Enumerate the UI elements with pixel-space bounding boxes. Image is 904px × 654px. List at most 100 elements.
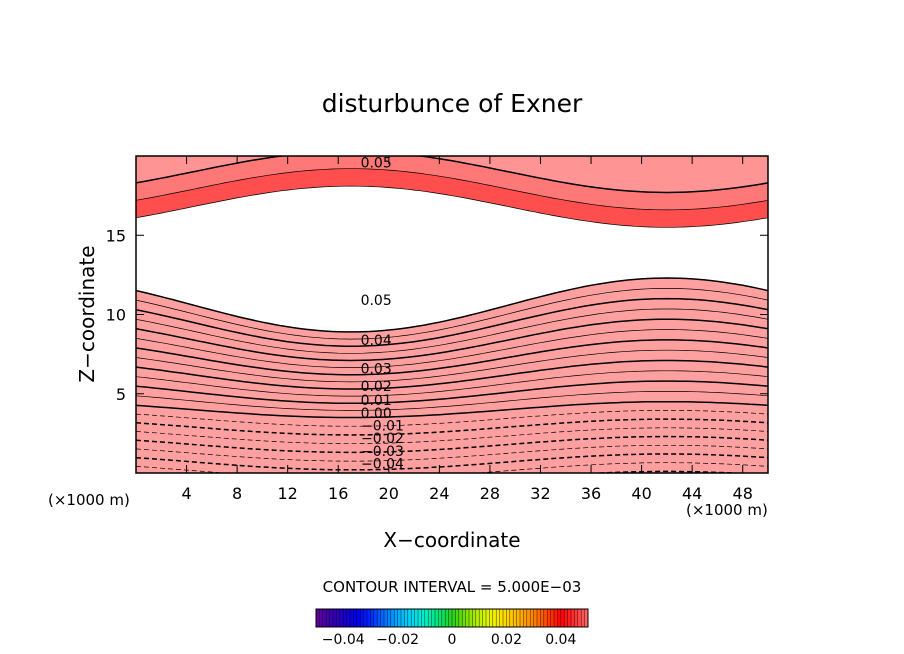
colorbar-segment [571, 609, 575, 627]
contour-line [136, 349, 768, 383]
y-tick-label: 10 [106, 306, 126, 325]
contour-label: −0.01 [361, 418, 404, 434]
contour-label: −0.02 [361, 431, 404, 447]
colorbar-segment [370, 609, 375, 627]
x-tick-label: 40 [631, 484, 651, 503]
contour-line [136, 185, 768, 228]
colorbar-segment [506, 609, 511, 627]
contour-line [136, 287, 768, 340]
colorbar-frame [315, 608, 589, 628]
contour-lines [136, 156, 768, 473]
colorbar-segment [418, 609, 422, 627]
contour-band [136, 156, 768, 193]
colorbar-segment [428, 609, 432, 627]
contour-line [136, 318, 768, 362]
colorbar-segment [356, 609, 361, 627]
colorbar-segment [520, 609, 524, 627]
colorbar-tick-label: −0.02 [376, 632, 419, 648]
colorbar-segment [540, 609, 545, 627]
colorbar-segment [564, 609, 568, 627]
contour-label: 0.02 [361, 379, 392, 395]
contour-line [587, 470, 746, 473]
contour-interval-text: CONTOUR INTERVAL = 5.000E−03 [323, 578, 582, 596]
x-tick-label: 48 [733, 484, 753, 503]
colorbar-segment [543, 609, 548, 627]
contour-labels: 0.050.050.040.030.020.010.00−0.01−0.02−0… [361, 155, 404, 472]
colorbar-segment [489, 609, 494, 627]
colorbar-segment [513, 609, 517, 627]
contour-line [136, 156, 768, 194]
y-axis-ticks: 5 10 15 [106, 226, 768, 404]
colorbar-segment [475, 609, 480, 627]
y-tick-label: 15 [106, 226, 126, 245]
colorbar-segment [360, 609, 364, 627]
colorbar-segment [424, 609, 429, 627]
colorbar-segment [574, 609, 579, 627]
x-unit-right: (×1000 m) [686, 501, 768, 519]
colorbar-segment [516, 609, 521, 627]
colorbar-segment [581, 609, 585, 627]
colorbar-segment [567, 609, 572, 627]
colorbar-segment [322, 609, 327, 627]
x-tick-label: 4 [181, 484, 191, 503]
contour-line [136, 410, 768, 427]
colorbar-segment [482, 609, 487, 627]
colorbar-segment [346, 609, 351, 627]
chart-title: disturbunce of Exner [322, 89, 583, 118]
x-axis-ticks: 4 8 12 16 20 24 28 32 36 40 44 48 [181, 156, 753, 503]
colorbar-segment [319, 609, 324, 627]
colorbar-tick-label: −0.04 [322, 632, 365, 648]
colorbar [315, 609, 589, 627]
contour-line [136, 359, 768, 390]
colorbar-segment [458, 609, 463, 627]
colorbar-segment [455, 609, 460, 627]
colorbar-segment [367, 609, 371, 627]
contour-label: 0.04 [361, 333, 392, 349]
contour-label: 0.05 [361, 293, 392, 309]
colorbar-segment [363, 609, 368, 627]
colorbar-tick-label: 0 [448, 632, 457, 648]
colorbar-segment [377, 609, 381, 627]
colorbar-segment [384, 609, 388, 627]
colorbar-tick-label: 0.04 [545, 632, 576, 648]
contour-line [136, 435, 768, 454]
colorbar-segment [503, 609, 507, 627]
colorbar-segment [441, 609, 446, 627]
colorbar-segment [401, 609, 405, 627]
colorbar-segment [414, 609, 419, 627]
colorbar-segment [390, 609, 395, 627]
colorbar-segment [350, 609, 354, 627]
contour-line [136, 277, 768, 333]
colorbar-segment [316, 609, 320, 627]
contour-line [136, 400, 768, 419]
colorbar-segment [537, 609, 541, 627]
contour-band [136, 278, 768, 473]
colorbar-segment [462, 609, 466, 627]
colorbar-segment [380, 609, 385, 627]
contour-label: −0.03 [361, 444, 404, 460]
colorbar-segment [584, 609, 589, 627]
x-tick-label: 36 [581, 484, 601, 503]
contour-line [136, 380, 768, 405]
contour-line [136, 370, 768, 397]
colorbar-segment [404, 609, 409, 627]
colorbar-segment [329, 609, 334, 627]
x-unit-left: (×1000 m) [48, 491, 130, 509]
colorbar-tick-labels: −0.04 −0.02 0 0.02 0.04 [322, 632, 577, 648]
colorbar-segment [438, 609, 443, 627]
contour-line [136, 427, 768, 445]
x-tick-label: 16 [328, 484, 348, 503]
plot-area [136, 156, 768, 473]
colorbar-segment [499, 609, 504, 627]
colorbar-segment [397, 609, 402, 627]
contour-line [136, 453, 768, 471]
colorbar-tick-label: 0.02 [491, 632, 522, 648]
colorbar-segment [550, 609, 555, 627]
colorbar-segment [452, 609, 456, 627]
colorbar-segment [394, 609, 398, 627]
contour-label: 0.05 [361, 155, 392, 171]
contour-label: 0.03 [361, 361, 392, 377]
colorbar-segment [472, 609, 477, 627]
x-tick-label: 44 [682, 484, 702, 503]
colorbar-segment [411, 609, 415, 627]
